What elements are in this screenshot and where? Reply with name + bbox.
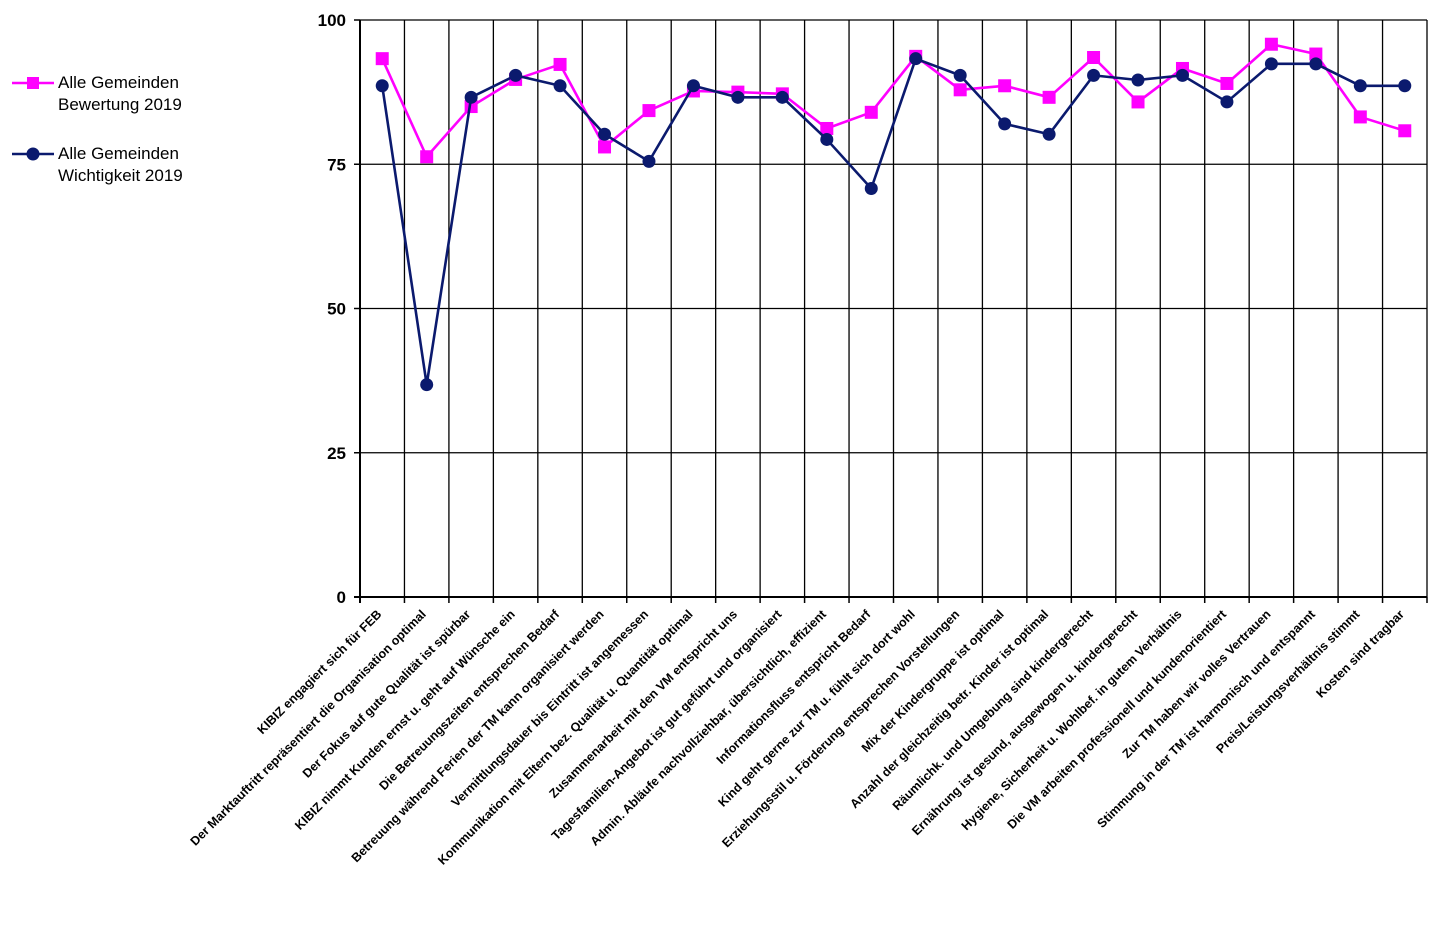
data-point-circle [864,181,878,195]
data-point-circle [1042,127,1056,141]
y-tick-label: 100 [318,11,346,30]
x-tick-label: Informationsfluss entspricht Bedarf [714,607,874,767]
data-point-circle [553,79,567,93]
data-point-square [864,105,878,119]
x-tick-label: Stimmung in der TM ist harmonisch und en… [1094,607,1318,831]
legend-item-bewertung: Alle Gemeinden Bewertung 2019 [10,72,250,122]
data-point-circle [731,90,745,104]
x-tick-label: Der Fokus auf gute Qualität ist spürbar [300,607,474,781]
data-point-square [553,57,567,71]
legend-marker-wichtigkeit [12,147,54,161]
data-point-circle [1087,68,1101,82]
data-point-square [375,52,389,66]
legend-marker-bewertung [12,77,54,89]
data-point-square [953,83,967,97]
data-point-square [642,104,656,118]
y-tick-label: 50 [327,300,346,319]
data-point-circle [375,79,389,93]
legend-label-wichtigkeit: Alle Gemeinden Wichtigkeit 2019 [58,144,183,185]
data-point-square [820,121,834,135]
data-point-square [1264,37,1278,51]
legend-label-bewertung: Alle Gemeinden Bewertung 2019 [58,73,182,114]
data-point-square [420,150,434,164]
data-point-circle [1264,57,1278,71]
data-point-square [1042,90,1056,104]
data-point-circle [1175,68,1189,82]
data-point-square [1398,124,1412,138]
data-point-square [598,140,612,154]
data-point-circle [1398,79,1412,93]
data-point-square [1309,47,1323,61]
y-tick-label: 25 [327,444,346,463]
data-point-square [1087,51,1101,65]
data-point-circle [909,52,923,66]
y-tick-label: 75 [327,155,346,174]
data-point-square [1220,76,1234,90]
y-tick-label: 0 [337,588,346,607]
data-point-circle [420,378,434,392]
data-point-circle [686,79,700,93]
series-line-1 [380,57,1405,386]
data-point-circle [775,90,789,104]
data-point-square [998,79,1012,93]
data-point-circle [998,117,1012,131]
data-point-circle [598,127,612,141]
series-line-0 [381,42,1406,159]
data-point-circle [1220,95,1234,109]
data-point-square [464,100,478,114]
data-point-circle [820,132,834,146]
data-point-circle [953,68,967,82]
legend-item-wichtigkeit: Alle Gemeinden Wichtigkeit 2019 [10,143,250,193]
data-point-circle [509,68,523,82]
data-point-circle [1309,57,1323,71]
data-point-circle [642,154,656,168]
data-point-circle [464,90,478,104]
data-point-square [1131,95,1145,109]
x-tick-label: Kosten sind tragbar [1313,607,1406,700]
data-point-circle [1353,79,1367,93]
data-point-square [1353,110,1367,124]
data-point-circle [1131,73,1145,87]
